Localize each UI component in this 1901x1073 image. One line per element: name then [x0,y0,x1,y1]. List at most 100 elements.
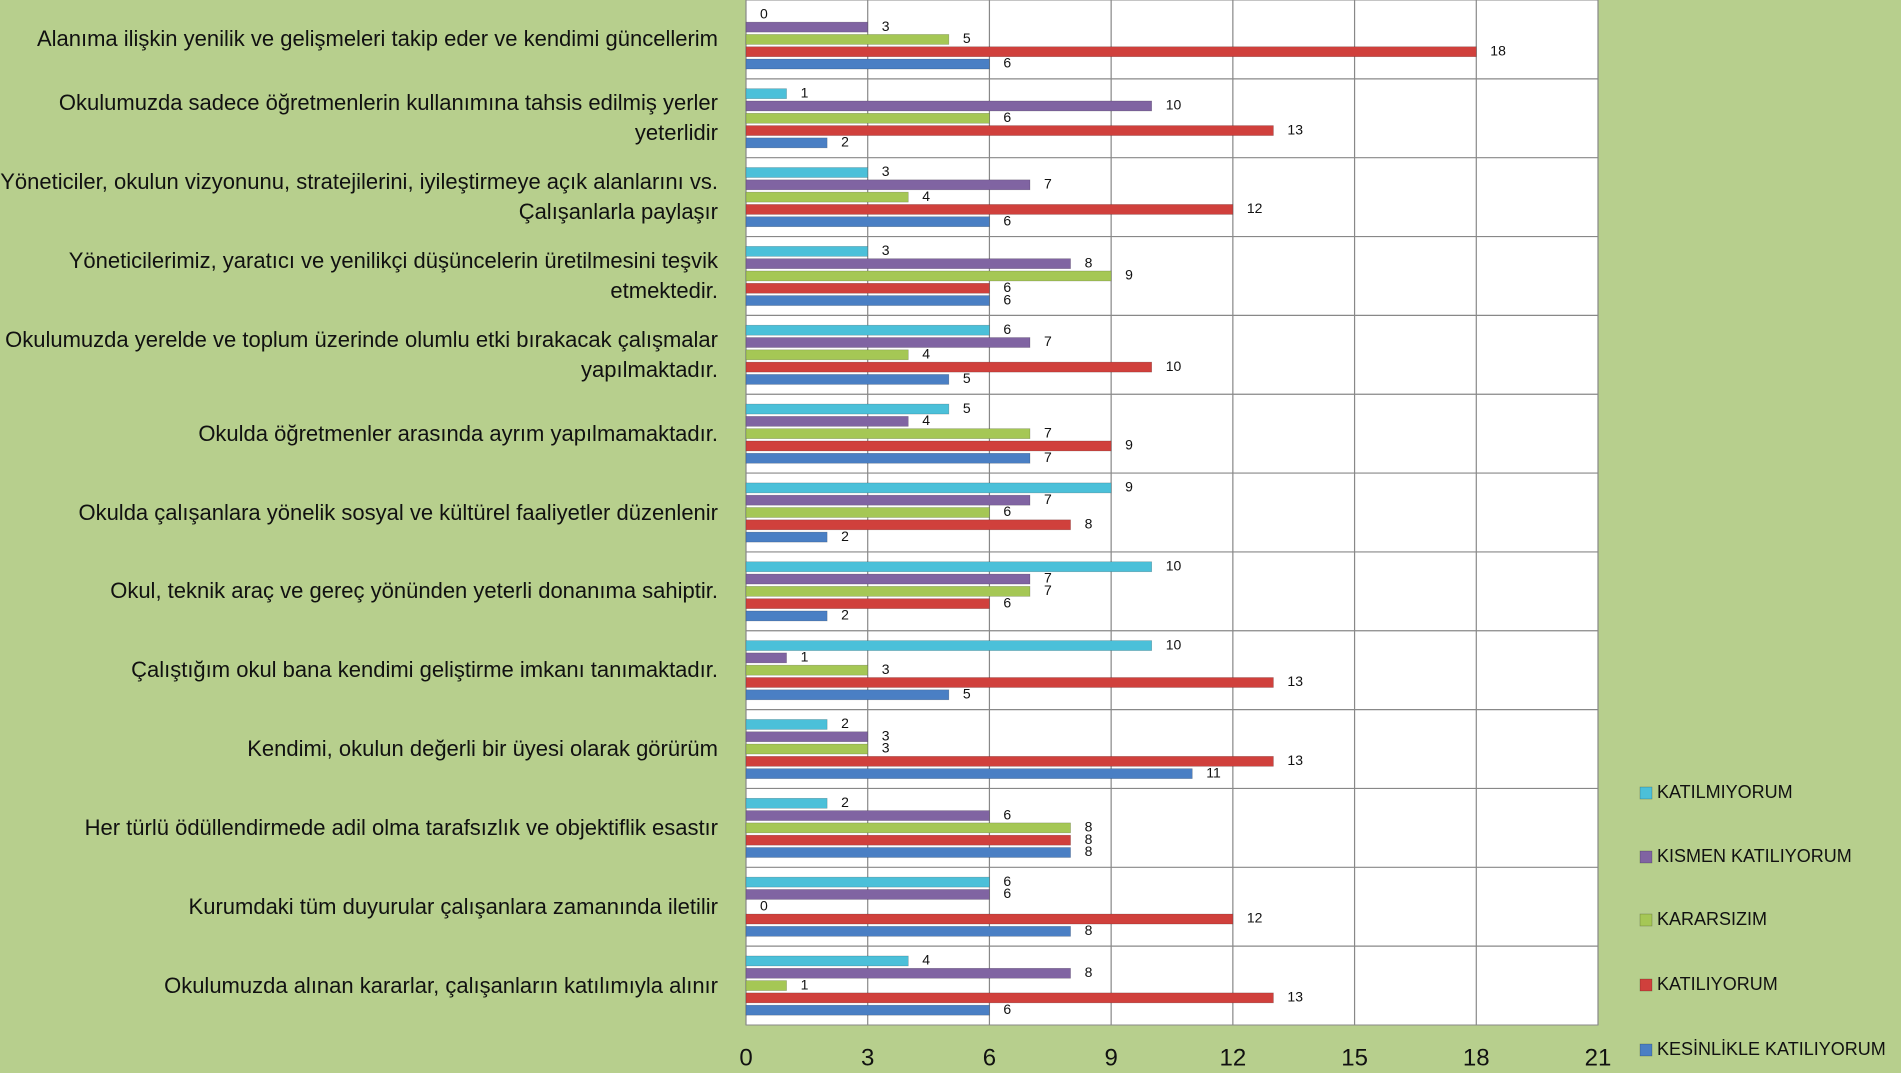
value-label: 3 [882,163,890,179]
category-label: Çalıştığım okul bana kendimi geliştirme … [131,657,718,683]
value-label: 6 [1003,279,1011,295]
bar [745,1004,990,1016]
bar [745,282,990,294]
value-label: 10 [1166,557,1182,573]
bar [745,258,1071,269]
bar [745,246,869,257]
bar [745,34,950,45]
category-label: Yöneticiler, okulun vizyonunu, stratejil… [0,169,718,225]
value-label: 2 [841,715,849,731]
bar [745,586,1031,597]
value-label: 13 [1287,989,1303,1005]
value-label: 6 [1003,885,1011,901]
value-label: 4 [922,952,930,968]
bar [745,719,828,730]
category-label: Kurumdaki tüm duyurular çalışanlara zama… [188,893,718,919]
value-label: 3 [882,661,890,677]
bar [745,270,1112,282]
value-label: 0 [760,897,768,913]
legend-swatch [1639,786,1653,800]
value-label: 1 [801,84,809,100]
category-label: Okul, teknik araç ve gereç yönünden yete… [110,578,718,604]
bar [745,980,787,991]
value-label: 8 [1085,831,1093,847]
value-label: 13 [1287,673,1303,689]
category-label: Alanıma ilişkin yenilik ve gelişmeleri t… [36,26,718,52]
category-label: Okulumuzda yerelde ve toplum üzerinde ol… [5,326,718,382]
bar [745,889,990,900]
bar [745,847,1071,858]
bar [745,324,990,336]
value-label: 7 [1044,424,1052,440]
x-tick-label: 21 [1585,1044,1612,1071]
bar [745,58,990,70]
bar [745,482,1112,494]
category-label: Okulda öğretmenler arasında ayrım yapılm… [198,420,718,446]
bar [745,913,1234,925]
value-label: 7 [1044,449,1052,465]
bar [745,797,828,809]
bar [745,834,1071,846]
value-label: 5 [963,30,971,46]
value-label: 2 [841,794,849,810]
category-label: Kendimi, okulun değerli bir üyesi olarak… [247,736,718,762]
bar [745,598,990,609]
value-label: 5 [963,370,971,386]
value-label: 8 [1085,843,1093,859]
value-label: 8 [1085,922,1093,938]
value-label: 1 [801,649,809,665]
bar [745,428,1031,439]
value-label: 5 [963,400,971,416]
value-label: 13 [1287,121,1303,137]
value-label: 18 [1490,42,1506,58]
value-label: 6 [1003,806,1011,822]
legend-label: KISMEN KATILIYORUM [1657,846,1852,866]
value-label: 6 [1003,212,1011,228]
bar [745,452,1031,464]
bar [745,216,990,228]
value-label: 2 [841,607,849,623]
bar [745,731,869,743]
legend-swatch [1639,913,1653,927]
value-label: 12 [1247,910,1263,926]
category-label: Yöneticilerimiz, yaratıcı ve yenilikçi d… [68,247,718,303]
value-label: 6 [1003,873,1011,889]
value-label: 2 [841,528,849,544]
category-label: Okulda çalışanlara yönelik sosyal ve kül… [78,499,718,525]
bar [745,610,828,622]
bar [745,88,787,99]
category-label: Okulumuzda alınan kararlar, çalışanların… [164,972,718,998]
bar [745,349,909,361]
legend-swatch [1639,1043,1653,1057]
x-tick-label: 9 [1104,1044,1117,1071]
bar [745,337,1031,348]
value-label: 4 [922,412,930,428]
value-label: 10 [1166,358,1182,374]
bar [745,573,1031,585]
bar [745,21,869,33]
bar [745,531,828,543]
legend-label: KATILIYORUM [1657,974,1778,994]
bar [745,112,990,124]
value-label: 3 [882,242,890,258]
legend-swatch [1639,978,1653,992]
bar [745,756,1274,767]
value-label: 6 [1003,321,1011,337]
bar [745,507,990,518]
bar [745,403,950,415]
value-label: 6 [1003,291,1011,307]
legend-label: KESİNLİKLE KATILIYORUM [1657,1039,1886,1059]
bar [745,561,1153,573]
bar [745,768,1193,779]
value-label: 7 [1044,582,1052,598]
bar [745,876,990,888]
bar [745,494,1031,506]
value-label: 6 [1003,1001,1011,1017]
bar [745,677,1274,688]
x-tick-label: 6 [983,1044,996,1071]
value-label: 10 [1166,97,1182,113]
value-label: 0 [760,6,768,22]
bar [745,100,1153,112]
value-label: 11 [1206,764,1221,780]
